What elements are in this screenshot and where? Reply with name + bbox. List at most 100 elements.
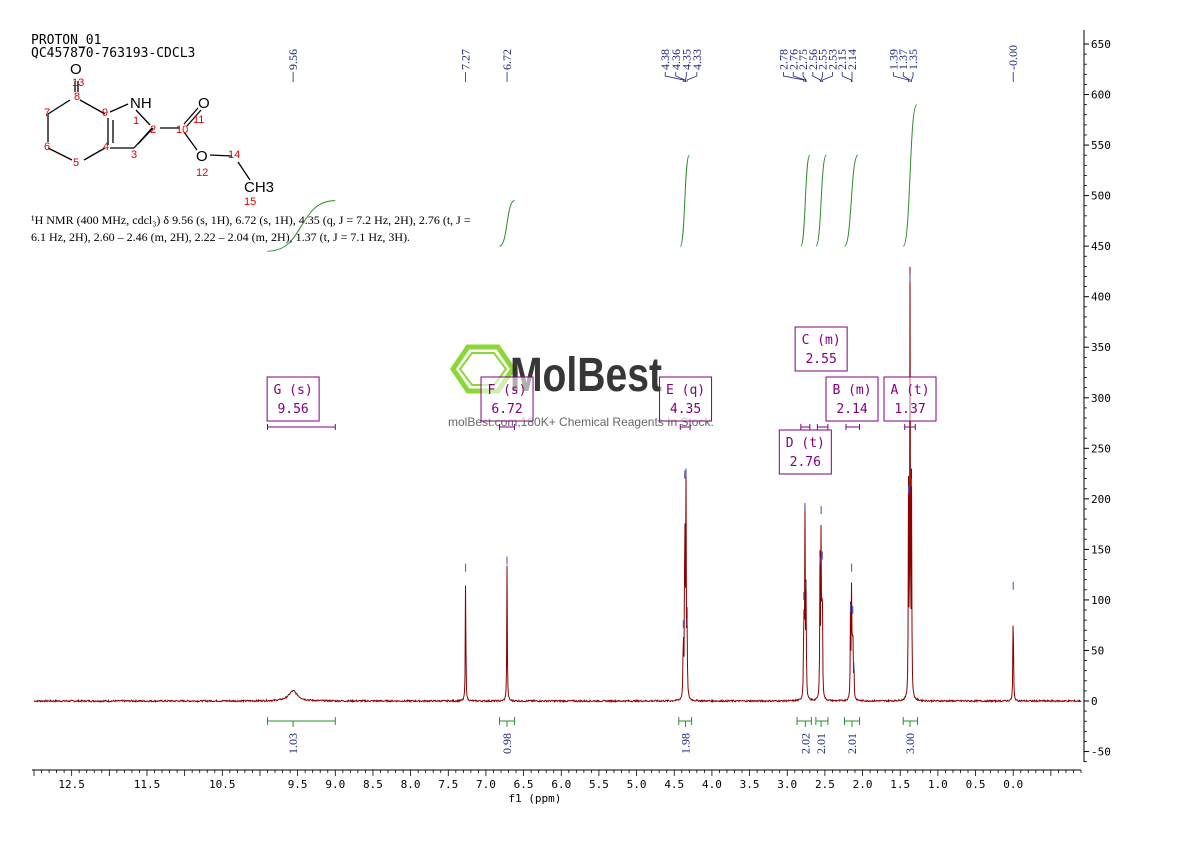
peak-label: 2.53 xyxy=(825,49,839,70)
peak-label-connector xyxy=(822,72,833,82)
multiplet-box xyxy=(825,376,879,422)
integration-value: 0.98 xyxy=(500,733,514,754)
multiplet-box xyxy=(266,376,320,422)
multiplet-label: F (s) xyxy=(487,383,526,398)
atom-ch3: CH3 xyxy=(244,179,274,196)
atom-num11: 11 xyxy=(193,114,204,126)
peak-label-connector xyxy=(820,72,824,82)
x-tick-label: 1.5 xyxy=(890,778,910,791)
x-tick-label: 2.0 xyxy=(853,778,873,791)
atom-num8: 8 xyxy=(74,91,80,103)
y-tick-label: 50 xyxy=(1091,644,1104,657)
atom-num4: 4 xyxy=(103,141,109,153)
peak-label: 9.56 xyxy=(286,49,300,70)
y-tick-label: 200 xyxy=(1091,493,1111,506)
molecule-structure xyxy=(47,81,251,181)
atom-o12: O xyxy=(196,148,208,165)
peak-label: 7.27 xyxy=(459,49,473,70)
y-tick-label: 250 xyxy=(1091,442,1111,455)
peak-label-connector xyxy=(893,72,909,82)
spectrum-line xyxy=(33,266,1082,704)
multiplet-label: G (s) xyxy=(274,383,313,398)
plot-area: 650600550500450400350300250200150100500-… xyxy=(32,30,1111,805)
multiplet-box xyxy=(883,376,937,422)
x-tick-label: 6.0 xyxy=(551,778,571,791)
peak-label: 1.37 xyxy=(896,49,910,70)
integration-value: 2.02 xyxy=(798,733,812,754)
integral-curve xyxy=(800,154,811,247)
multiplet-shift: 9.56 xyxy=(277,402,308,417)
y-tick-label: 300 xyxy=(1091,392,1111,405)
multiplet-label: C (m) xyxy=(802,333,841,348)
x-tick-label: 8.5 xyxy=(363,778,383,791)
peak-label: 2.55 xyxy=(816,49,830,70)
integral-curve xyxy=(267,200,336,252)
atom-num9: 9 xyxy=(102,107,108,119)
peak-label-connector xyxy=(675,72,686,82)
nmr-description-line2: 6.1 Hz, 2H), 2.60 – 2.46 (m, 2H), 2.22 –… xyxy=(31,230,410,244)
y-tick-label: 150 xyxy=(1091,543,1111,556)
peak-label-connector xyxy=(792,72,806,82)
multiplet-shift: 1.37 xyxy=(894,402,925,417)
peak-label: 2.78 xyxy=(776,49,790,70)
x-tick-label: 9.5 xyxy=(288,778,308,791)
multiplet-shift: 2.55 xyxy=(805,352,836,367)
atom-num1: 1 xyxy=(133,115,139,127)
x-tick-label: 0.0 xyxy=(1003,778,1023,791)
y-tick-label: 600 xyxy=(1091,89,1111,102)
atom-nh: NH xyxy=(130,95,152,112)
atom-num12: 12 xyxy=(196,167,208,179)
multiplet-label: E (q) xyxy=(666,383,705,398)
x-tick-label: 7.5 xyxy=(438,778,458,791)
atom-num15: 15 xyxy=(244,196,256,208)
multiplet-shift: 4.35 xyxy=(670,402,701,417)
atom-num6: 6 xyxy=(44,141,50,153)
peak-label: 2.56 xyxy=(806,49,820,70)
atom-num7: 7 xyxy=(44,107,50,119)
peak-label: 4.33 xyxy=(690,49,704,70)
x-tick-label: 10.5 xyxy=(209,778,236,791)
peak-label: 1.35 xyxy=(906,49,920,70)
integration-value: 1.03 xyxy=(286,733,300,754)
multiplet-box xyxy=(659,376,713,422)
y-tick-label: -50 xyxy=(1091,746,1111,759)
peak-label-connector xyxy=(802,72,807,82)
multiplet-shift: 6.72 xyxy=(491,402,522,417)
y-tick-label: 550 xyxy=(1091,139,1111,152)
x-tick-label: 1.0 xyxy=(928,778,948,791)
y-tick-label: 0 xyxy=(1091,695,1098,708)
atom-num2: 2 xyxy=(150,124,156,136)
x-tick-label: 5.5 xyxy=(589,778,609,791)
x-tick-label: 0.5 xyxy=(966,778,986,791)
atom-num13: 13 xyxy=(72,77,84,89)
atom-o11: O xyxy=(198,95,210,112)
x-tick-label: 4.0 xyxy=(702,778,722,791)
peak-label: 4.36 xyxy=(669,49,683,70)
peak-label: 4.38 xyxy=(658,49,672,70)
watermark-brand: MolBest xyxy=(510,349,662,402)
atom-o13: O xyxy=(70,61,82,78)
multiplet-shift: 2.76 xyxy=(790,455,821,470)
x-tick-label: 7.0 xyxy=(476,778,496,791)
x-tick-label: 4.5 xyxy=(664,778,684,791)
x-tick-label: 9.0 xyxy=(325,778,345,791)
multiplet-box xyxy=(794,326,848,372)
integral-curve xyxy=(679,154,690,247)
peak-label-connector xyxy=(812,72,821,82)
peak-label-connector xyxy=(783,72,805,82)
x-tick-label: 2.5 xyxy=(815,778,835,791)
integration-value: 2.01 xyxy=(845,733,859,754)
atom-num10: 10 xyxy=(176,124,188,136)
integral-curve xyxy=(499,200,515,247)
peak-label: -0.00 xyxy=(1006,45,1020,70)
peak-label-connector xyxy=(841,72,852,82)
nmr-description-line1: ¹H NMR (400 MHz, cdcl₃) δ 9.56 (s, 1H), … xyxy=(31,213,471,227)
peak-label: 2.76 xyxy=(786,49,800,70)
x-tick-label: 3.5 xyxy=(740,778,760,791)
peak-label: 2.15 xyxy=(835,49,849,70)
integration-value: 1.98 xyxy=(679,733,693,754)
multiplet-box xyxy=(778,429,832,475)
sample-id: QC457870-763193-CDCL3 xyxy=(31,46,195,61)
molecule-atoms: O 13 8 NH 1 7 9 2 10 O 11 6 4 3 O 14 5 1… xyxy=(44,61,274,208)
